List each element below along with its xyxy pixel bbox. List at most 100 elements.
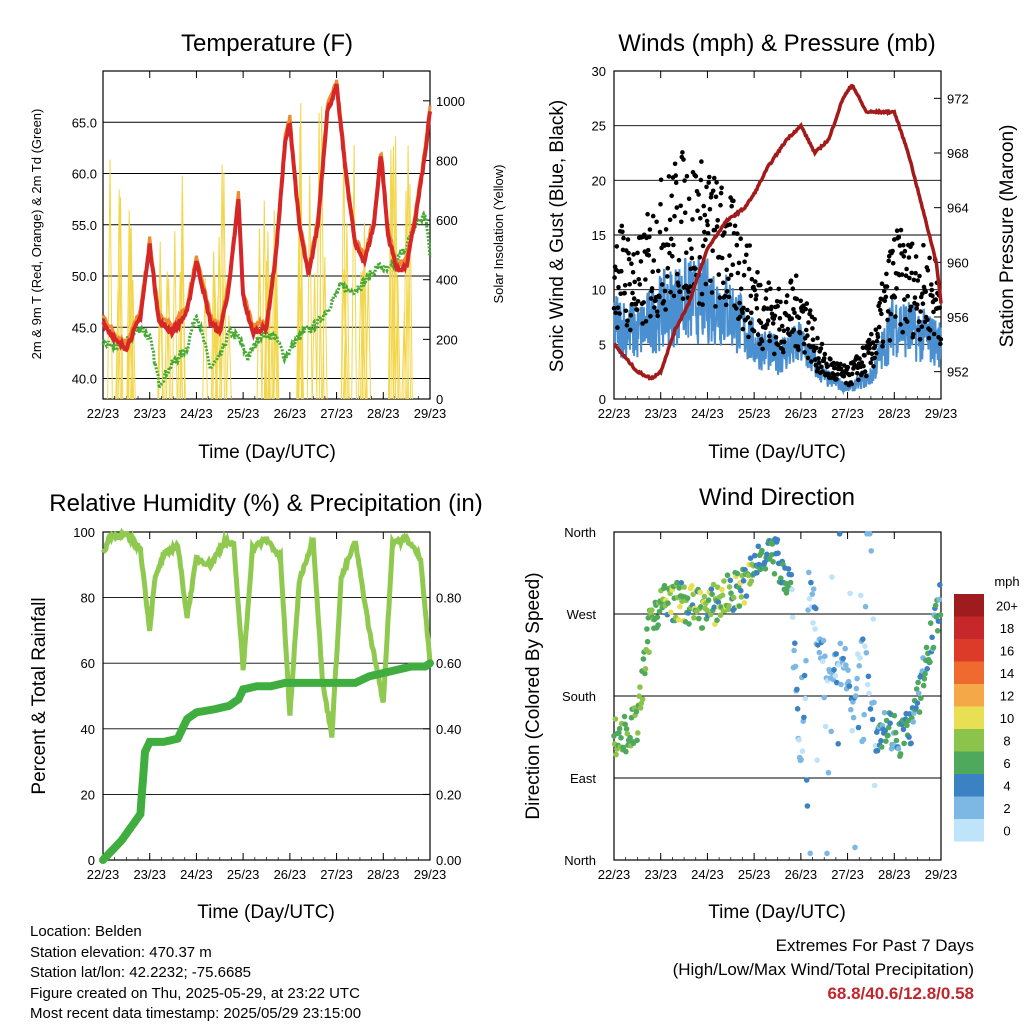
gust-point — [668, 289, 673, 295]
direction-point — [783, 590, 790, 596]
relative-humidity-series — [100, 527, 433, 738]
gust-point — [672, 161, 678, 167]
gust-point — [782, 339, 787, 345]
speed-legend-swatch — [954, 616, 984, 639]
direction-point — [897, 751, 904, 757]
gust-point — [927, 328, 933, 333]
direction-point — [892, 729, 899, 736]
gust-point — [915, 278, 921, 283]
gust-point — [727, 222, 733, 227]
gust-point — [813, 362, 819, 368]
created-text: Figure created on Thu, 2025-05-29, at 23… — [30, 984, 360, 1002]
wind-xtick-label: 24/23 — [691, 406, 724, 421]
gust-point — [820, 369, 825, 374]
speed-legend-label: 20+ — [996, 598, 1018, 613]
temp-xtick-label: 25/23 — [227, 406, 260, 421]
gust-point — [702, 212, 708, 218]
gust-point — [938, 341, 943, 347]
rh-ytick-label: 20 — [81, 787, 95, 802]
gust-point — [733, 306, 739, 311]
gust-point — [715, 218, 720, 223]
gust-point — [911, 277, 917, 283]
gust-point — [894, 228, 900, 233]
precip-ytick-label: 0.40 — [436, 722, 461, 737]
direction-point — [639, 696, 646, 703]
direction-point — [910, 719, 916, 725]
direction-point — [743, 593, 750, 599]
direction-point — [676, 585, 682, 591]
gust-point — [759, 338, 765, 344]
direction-point — [616, 725, 623, 732]
direction-point — [913, 686, 920, 692]
direction-point — [857, 655, 863, 661]
direction-point — [853, 685, 860, 692]
extremes-box: Extremes For Past 7 Days (High/Low/Max W… — [673, 934, 974, 1006]
gust-point — [714, 224, 720, 229]
gust-point — [658, 202, 663, 207]
gust-point — [621, 235, 626, 241]
gust-point — [626, 250, 631, 256]
gust-point — [775, 342, 781, 348]
gust-point — [742, 259, 747, 265]
gust-point — [703, 281, 709, 287]
gust-point — [793, 273, 799, 279]
gust-point — [647, 234, 652, 240]
gust-point — [677, 289, 683, 295]
direction-point — [717, 612, 724, 618]
gust-point — [787, 332, 792, 338]
wind-ylabel: Sonic Wind & Gust (Blue, Black) — [547, 100, 568, 372]
direction-point — [794, 706, 801, 712]
direction-point — [881, 709, 888, 716]
gust-point — [796, 347, 801, 352]
pressure-ytick-label: 964 — [947, 201, 969, 216]
direction-point — [623, 748, 629, 755]
gust-point — [613, 310, 618, 316]
pressure-ytick-label: 968 — [947, 146, 969, 161]
direction-point — [867, 531, 873, 537]
speed-legend-label: 12 — [1000, 688, 1014, 703]
direction-point — [862, 643, 868, 649]
direction-point — [708, 586, 715, 592]
gust-point — [931, 331, 937, 337]
direction-point — [885, 732, 891, 739]
direction-point — [871, 699, 877, 706]
gust-point — [736, 260, 742, 266]
temperature-ylabel: 2m & 9m T (Red, Orange) & 2m Td (Green) — [29, 109, 44, 360]
rh-title: Relative Humidity (%) & Precipitation (i… — [49, 490, 482, 517]
direction-point — [855, 724, 862, 731]
gust-point — [777, 327, 782, 332]
temp-ytick-label: 65.0 — [72, 115, 97, 130]
gust-point — [758, 320, 764, 326]
pressure-ylabel: Station Pressure (Maroon) — [997, 125, 1018, 348]
direction-point — [724, 572, 731, 578]
direction-point — [929, 634, 935, 641]
direction-point — [915, 679, 921, 686]
direction-point — [623, 726, 630, 732]
temperature-title: Temperature (F) — [181, 30, 353, 57]
gust-point — [615, 325, 620, 330]
direction-point — [927, 620, 934, 626]
temperature-y2label: Solar Insolation (Yellow) — [491, 165, 506, 304]
gust-point — [744, 252, 749, 258]
gust-point — [768, 286, 773, 292]
gust-point — [719, 185, 724, 191]
direction-point — [745, 572, 752, 579]
direction-point — [937, 582, 943, 588]
wind-ytick-label: 15 — [592, 228, 606, 243]
gust-point — [915, 302, 920, 308]
wind-xlabel: Time (Day/UTC) — [708, 442, 846, 463]
direction-point — [734, 570, 741, 577]
direction-point — [691, 615, 697, 621]
direction-point — [791, 647, 797, 654]
direction-point — [918, 695, 924, 701]
direction-point — [862, 603, 869, 610]
gust-point — [648, 296, 654, 301]
direction-point — [719, 586, 725, 593]
gust-point — [732, 223, 738, 229]
gust-point — [666, 174, 672, 179]
gust-point — [672, 213, 677, 219]
direction-point — [809, 591, 816, 597]
gust-point — [615, 305, 621, 311]
gust-point — [801, 303, 806, 309]
direction-point — [622, 721, 628, 728]
